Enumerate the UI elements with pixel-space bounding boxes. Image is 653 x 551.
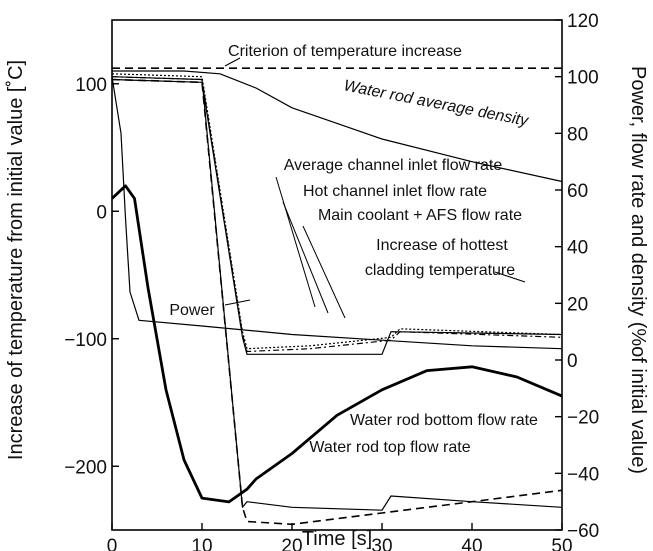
y-right-tick-label-6: 0 [567,351,578,372]
y-right-tick-label-3: 60 [567,181,588,202]
series-line-4 [111,76,563,353]
x-tick-label-5: 50 [551,536,572,551]
leader-average-channel [275,176,316,308]
leader-hot-channel [282,201,329,314]
y-right-tick-label-9: −60 [567,521,599,542]
plot-frame [111,19,563,531]
tick-layer: 0 10 20 30 40 50 100 0 −100 −200 120 100 80 60 40 20 0 −2… [64,11,599,551]
annotation-hot-channel: Hot channel inlet flow rate [303,183,487,200]
y-axis-label-right: Power, flow rate and density (%of initia… [627,66,649,474]
leader-lines [224,57,526,319]
y-left-tick-label-1: 0 [96,202,107,223]
series-layer [111,67,563,526]
leader-power [224,299,251,306]
x-axis-label: Time [s] [302,528,372,550]
y-right-tick-label-4: 40 [567,238,588,259]
y-axis-label-left: Increase of temperature from initial val… [5,60,27,460]
y-right-tick-label-8: −40 [567,464,599,485]
y-left-tick-label-3: −200 [64,457,107,478]
y-right-tick-label-7: −20 [567,408,599,429]
y-left-tick-label-2: −100 [64,330,107,351]
series-line-6 [111,184,563,504]
leader-hottest [494,271,526,283]
leader-main-coolant [302,225,346,319]
x-tick-label-1: 10 [191,536,212,551]
x-tick-label-0: 0 [107,536,118,551]
annotation-power: Power [169,302,215,319]
x-tick-label-3: 30 [371,536,392,551]
annotation-hottest-line1: Increase of hottest [376,237,508,254]
x-tick-label-2: 20 [281,536,302,551]
y-right-tick-label-5: 20 [567,294,588,315]
y-right-tick-label-2: 80 [567,124,588,145]
y-right-tick-label-0: 120 [567,11,599,32]
annotation-criterion: Criterion of temperature increase [228,43,462,60]
annotation-water-rod-bottom: Water rod bottom flow rate [350,412,538,429]
series-line-2 [111,76,563,350]
y-right-tick-label-1: 100 [567,68,599,89]
series-line-1 [112,70,563,183]
annotation-average-channel: Average channel inlet flow rate [284,157,503,174]
leader-criterion [224,57,241,67]
x-tick-label-4: 40 [461,536,482,551]
annotation-water-rod-top: Water rod top flow rate [309,439,470,456]
annotation-main-coolant: Main coolant + AFS flow rate [318,207,522,224]
y-left-tick-label-0: 100 [75,75,107,96]
annotation-hottest-line2: cladding temperature [365,262,515,279]
series-line-8 [111,76,563,511]
